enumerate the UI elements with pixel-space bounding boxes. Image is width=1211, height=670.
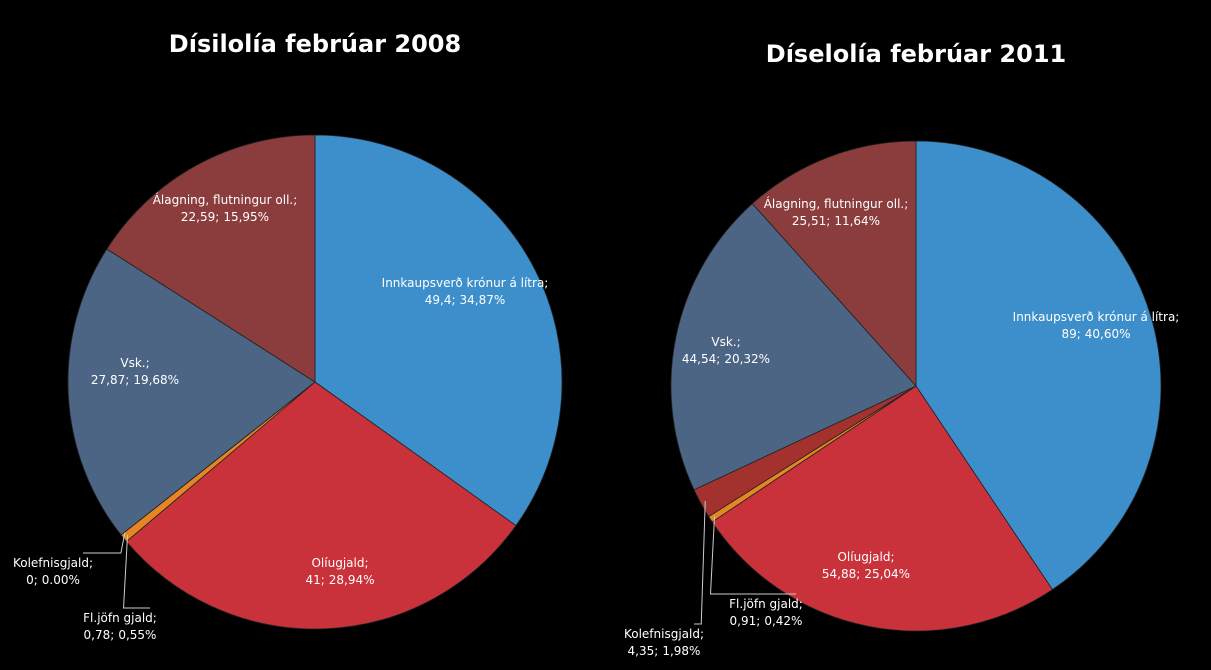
slice-label-values: 0,91; 0,42% bbox=[730, 614, 803, 628]
slice-label-name: Álagning, flutningur oll.; bbox=[153, 192, 298, 207]
leader-line bbox=[709, 516, 796, 595]
slice-label-name: Fl.jöfn gjald; bbox=[729, 597, 803, 611]
pie-slice bbox=[915, 140, 1162, 591]
percent-label: 40,60% bbox=[1085, 327, 1131, 341]
pie-slice bbox=[670, 203, 917, 491]
leader-line bbox=[83, 531, 126, 554]
percent-label: 11,64% bbox=[834, 214, 880, 228]
value-label: 0,78; bbox=[84, 628, 115, 642]
value-label: 44,54; bbox=[682, 352, 720, 366]
slice-label-values: 25,51; 11,64% bbox=[792, 214, 880, 228]
slice-label-values: 27,87; 19,68% bbox=[91, 373, 179, 387]
pie-slice bbox=[751, 140, 917, 388]
slice-label-name: Kolefnisgjald; bbox=[624, 627, 704, 641]
percent-label: 34,87% bbox=[460, 293, 506, 307]
value-label: 54,88; bbox=[822, 567, 860, 581]
slice-label-name: Olíugjald; bbox=[837, 550, 894, 564]
chart-title: Dísilolía febrúar 2008 bbox=[169, 30, 461, 58]
slice-label-values: 49,4; 34,87% bbox=[425, 293, 506, 307]
value-label: 22,59; bbox=[181, 210, 219, 224]
slice-label-name: Vsk.; bbox=[120, 356, 149, 370]
slice-label-name: Fl.jöfn gjald; bbox=[83, 611, 157, 625]
chart-title: Díselolía febrúar 2011 bbox=[766, 40, 1066, 68]
percent-label: 1,98% bbox=[662, 644, 700, 658]
percent-label: 15,95% bbox=[223, 210, 269, 224]
percent-label: 28,94% bbox=[329, 573, 375, 587]
percent-label: 25,04% bbox=[864, 567, 910, 581]
leader-line bbox=[694, 501, 706, 625]
pie-slice bbox=[125, 381, 517, 630]
pie-slice bbox=[67, 248, 316, 536]
slice-label-values: 41; 28,94% bbox=[305, 573, 374, 587]
slice-label-name: Kolefnisgjald; bbox=[13, 556, 93, 570]
slice-label-values: 0,78; 0,55% bbox=[84, 628, 157, 642]
slice-label-name: Olíugjald; bbox=[311, 556, 368, 570]
percent-label: 0,55% bbox=[118, 628, 156, 642]
percent-label: 19,68% bbox=[133, 373, 179, 387]
slice-label-values: 22,59; 15,95% bbox=[181, 210, 269, 224]
slice-label-name: Álagning, flutningur oll.; bbox=[764, 196, 909, 211]
percent-label: 0,42% bbox=[764, 614, 802, 628]
slice-label-values: 0; 0.00% bbox=[26, 573, 80, 587]
value-label: 89; bbox=[1061, 327, 1080, 341]
pie-slice bbox=[711, 385, 1053, 632]
value-label: 4,35; bbox=[628, 644, 659, 658]
value-label: 25,51; bbox=[792, 214, 830, 228]
slice-label-name: Innkaupsverð krónur á lítra; bbox=[382, 276, 549, 290]
pie-slice bbox=[106, 134, 316, 383]
slice-label-values: 44,54; 20,32% bbox=[682, 352, 770, 366]
slice-label-name: Vsk.; bbox=[711, 335, 740, 349]
slice-label-values: 4,35; 1,98% bbox=[628, 644, 701, 658]
slice-label-name: Innkaupsverð krónur á lítra; bbox=[1013, 310, 1180, 324]
leader-line bbox=[123, 535, 150, 609]
value-label: 0; bbox=[26, 573, 38, 587]
percent-label: 0.00% bbox=[42, 573, 80, 587]
value-label: 27,87; bbox=[91, 373, 129, 387]
percent-label: 20,32% bbox=[724, 352, 770, 366]
value-label: 0,91; bbox=[730, 614, 761, 628]
value-label: 41; bbox=[305, 573, 324, 587]
slice-label-values: 54,88; 25,04% bbox=[822, 567, 910, 581]
slice-label-values: 89; 40,60% bbox=[1061, 327, 1130, 341]
value-label: 49,4; bbox=[425, 293, 456, 307]
pie-slice bbox=[314, 134, 563, 527]
